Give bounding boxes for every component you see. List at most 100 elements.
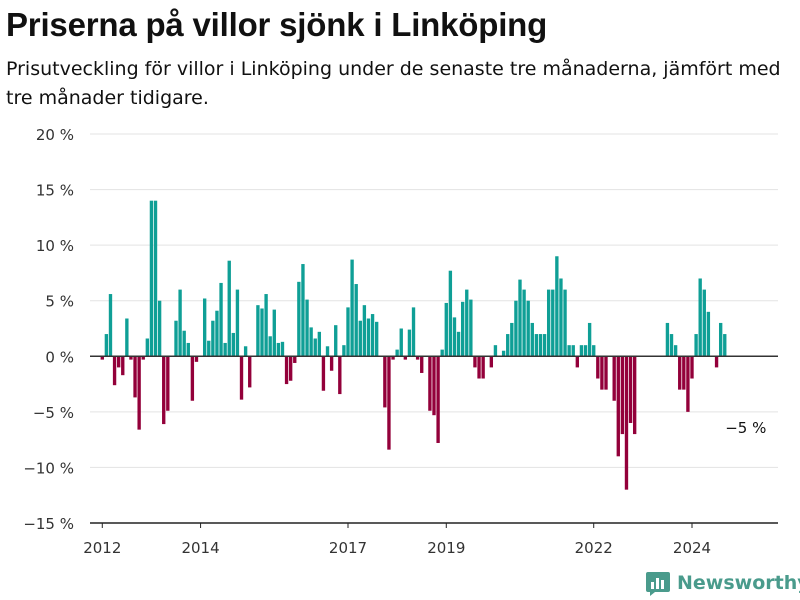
bar [399, 328, 403, 357]
bar [403, 356, 408, 360]
bar [702, 289, 706, 357]
bar [256, 305, 260, 357]
bar [542, 334, 547, 357]
bar [583, 345, 588, 357]
bar [334, 325, 338, 357]
bar [223, 342, 227, 357]
bar [239, 356, 244, 400]
bar [514, 300, 518, 357]
bar [391, 356, 395, 360]
bar [280, 341, 285, 357]
bar [100, 356, 104, 360]
bar [178, 289, 182, 357]
bar [227, 260, 231, 357]
bar [129, 356, 133, 360]
bar [559, 278, 563, 357]
bar [567, 345, 571, 357]
bar [395, 349, 399, 357]
bar [215, 310, 219, 357]
bar [506, 334, 510, 357]
bar [342, 345, 346, 357]
brand-name: Newsworthy [677, 572, 800, 594]
y-tick-label: −15 % [23, 515, 74, 533]
gridlines [90, 133, 778, 468]
bar [714, 356, 719, 368]
newsworthy-logo: Newsworthy [645, 568, 800, 598]
bar [415, 356, 420, 360]
bar [350, 259, 354, 357]
bar [440, 349, 444, 357]
bar [338, 356, 342, 395]
bar [432, 356, 436, 416]
bar [551, 289, 555, 357]
bar [465, 289, 469, 357]
bar [370, 314, 375, 357]
bar [428, 356, 432, 411]
bar [489, 356, 494, 368]
bar [456, 331, 461, 357]
bar [284, 356, 289, 385]
bar [632, 356, 637, 435]
bar [104, 334, 109, 357]
bar [157, 300, 162, 357]
bar [620, 356, 625, 435]
bar [309, 327, 313, 357]
bar [149, 200, 154, 357]
bar [579, 345, 584, 357]
bar [596, 356, 600, 379]
bar [288, 356, 293, 381]
bar [469, 299, 473, 357]
bar [690, 356, 694, 379]
bar [346, 307, 350, 357]
bar [407, 329, 412, 357]
bar [325, 346, 330, 357]
bar [604, 356, 608, 390]
bar [501, 350, 506, 357]
bar [538, 334, 543, 357]
bar [305, 299, 309, 357]
chart-title: Priserna på villor sjönk i Linköping [6, 6, 548, 43]
bar [272, 309, 276, 357]
x-axis-labels: 2012 2014 2017 2019 2022 2024 [83, 523, 711, 557]
bar [669, 334, 674, 357]
bar [600, 356, 604, 390]
bar [510, 322, 514, 357]
bar [587, 322, 592, 357]
bar [616, 356, 620, 457]
bar [211, 320, 215, 357]
bar [673, 345, 678, 357]
bar [411, 307, 416, 357]
bars [100, 200, 727, 490]
bar [112, 356, 117, 386]
bar [194, 356, 199, 362]
x-tick-label: 2012 [83, 539, 121, 557]
bar [530, 322, 534, 357]
bar [248, 356, 252, 388]
bar [301, 264, 305, 357]
bar [452, 317, 457, 357]
y-tick-label: 20 % [36, 126, 74, 144]
bar [575, 356, 580, 368]
bar [137, 356, 141, 430]
bar [678, 356, 682, 390]
bar [276, 342, 281, 357]
bar [460, 301, 465, 357]
bar [358, 320, 362, 357]
y-tick-label: −5 % [33, 404, 74, 422]
bar [706, 311, 711, 357]
bar [374, 321, 379, 357]
bar [571, 345, 575, 357]
x-tick-label: 2022 [575, 539, 613, 557]
bar [354, 284, 358, 357]
bar [420, 356, 424, 373]
bar [297, 281, 301, 357]
bar [448, 270, 453, 357]
bar [145, 338, 150, 357]
bar [125, 318, 129, 357]
bar [141, 356, 145, 360]
bar [108, 294, 113, 357]
x-tick-label: 2014 [181, 539, 219, 557]
bar [153, 200, 158, 357]
bar [366, 318, 371, 357]
